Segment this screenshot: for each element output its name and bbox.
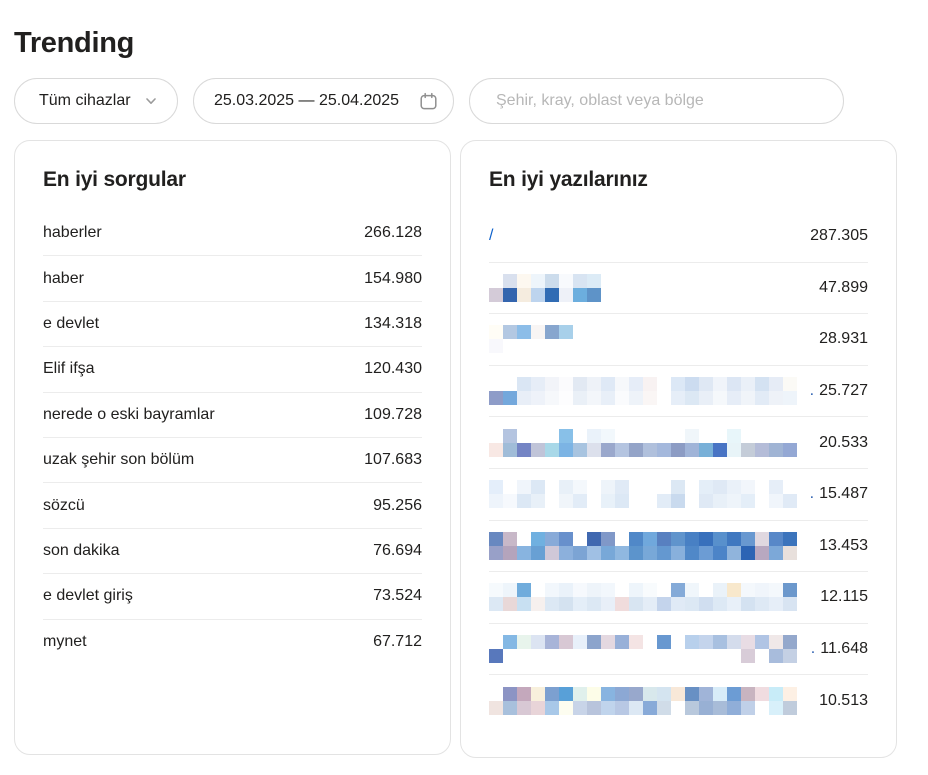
query-value: 109.728 [364,405,422,423]
censored-post-link[interactable] [489,531,797,560]
post-value: 12.115 [820,588,868,606]
censored-post-link[interactable] [489,635,797,664]
post-link[interactable]: / [489,227,494,245]
post-row: . 11.648 [489,624,868,676]
query-row: e devlet giriş 73.524 [43,574,422,620]
post-value: 47.899 [819,278,868,296]
post-value: 20.533 [819,433,868,451]
query-row: haber 154.980 [43,256,422,302]
date-range-value: 25.03.2025 — 25.04.2025 [214,92,400,109]
post-row: . 15.487 [489,469,868,521]
query-value: 120.430 [364,360,422,378]
post-value: 28.931 [819,330,868,348]
query-label: sözcü [43,496,85,514]
query-value: 76.694 [373,541,422,559]
devices-filter-label: Tüm cihazlar [39,92,131,109]
query-row: haberler 266.128 [43,211,422,257]
query-label: e devlet [43,314,100,332]
post-row: 10.513 [489,675,868,726]
query-row: son dakika 76.694 [43,529,422,575]
censored-post-link[interactable] [489,377,797,406]
query-label: haberler [43,224,102,242]
query-row: uzak şehir son bölüm 107.683 [43,438,422,484]
truncation-dot: . [809,382,815,400]
censored-post-link[interactable] [489,273,601,302]
top-pages-title: En iyi yazılarınız [489,168,648,191]
query-label: mynet [43,632,87,650]
truncation-dot: . [810,640,816,658]
top-pages-list: / 287.305 47.899 28.931 . 25.727 20.533 . 15.487… [489,211,868,726]
post-value: 13.453 [819,536,868,554]
post-value: . 15.487 [809,485,868,503]
post-value: 10.513 [819,691,868,709]
censored-post-link[interactable] [489,583,797,612]
post-row: 12.115 [489,572,868,624]
top-queries-title: En iyi sorgular [43,168,186,191]
top-pages-card: En iyi yazılarınız / 287.305 47.899 28.931.… [460,140,897,758]
post-value: 287.305 [810,227,868,245]
query-value: 266.128 [364,224,422,242]
query-row: nerede o eski bayramlar 109.728 [43,393,422,438]
post-value: . 11.648 [810,640,868,658]
query-value: 154.980 [364,269,422,287]
query-label: uzak şehir son bölüm [43,451,195,469]
query-value: 95.256 [373,496,422,514]
post-row: 13.453 [489,521,868,573]
filter-bar: Tüm cihazlar 25.03.2025 — 25.04.2025 [14,78,844,124]
query-value: 134.318 [364,314,422,332]
region-search-field[interactable] [469,78,844,124]
post-row: 28.931 [489,314,868,366]
date-range-picker[interactable]: 25.03.2025 — 25.04.2025 [193,78,454,124]
query-label: son dakika [43,541,120,559]
chevron-down-icon [143,93,159,109]
query-row: e devlet 134.318 [43,302,422,348]
censored-post-link[interactable] [489,325,573,354]
query-value: 73.524 [373,587,422,605]
post-row: 20.533 [489,417,868,469]
post-value: . 25.727 [809,382,868,400]
query-label: e devlet giriş [43,587,133,605]
post-row: / 287.305 [489,211,868,263]
query-value: 67.712 [373,632,422,650]
query-row: sözcü 95.256 [43,483,422,529]
truncation-dot: . [809,485,815,503]
query-row: mynet 67.712 [43,620,422,664]
censored-post-link[interactable] [489,480,797,509]
query-label: nerede o eski bayramlar [43,405,215,423]
devices-filter-dropdown[interactable]: Tüm cihazlar [14,78,178,124]
calendar-icon [419,92,438,111]
censored-post-link[interactable] [489,428,797,457]
post-row: 47.899 [489,263,868,315]
top-queries-card: En iyi sorgular haberler 266.128 haber 154.… [14,140,451,755]
top-queries-list: haberler 266.128 haber 154.980 e devlet 134.3… [43,211,422,664]
query-row: Elif ifşa 120.430 [43,347,422,393]
post-row: . 25.727 [489,366,868,418]
region-search-input[interactable] [494,91,819,111]
query-value: 107.683 [364,451,422,469]
page-title: Trending [14,27,135,60]
query-label: Elif ifşa [43,360,95,378]
censored-post-link[interactable] [489,686,797,715]
query-label: haber [43,269,84,287]
